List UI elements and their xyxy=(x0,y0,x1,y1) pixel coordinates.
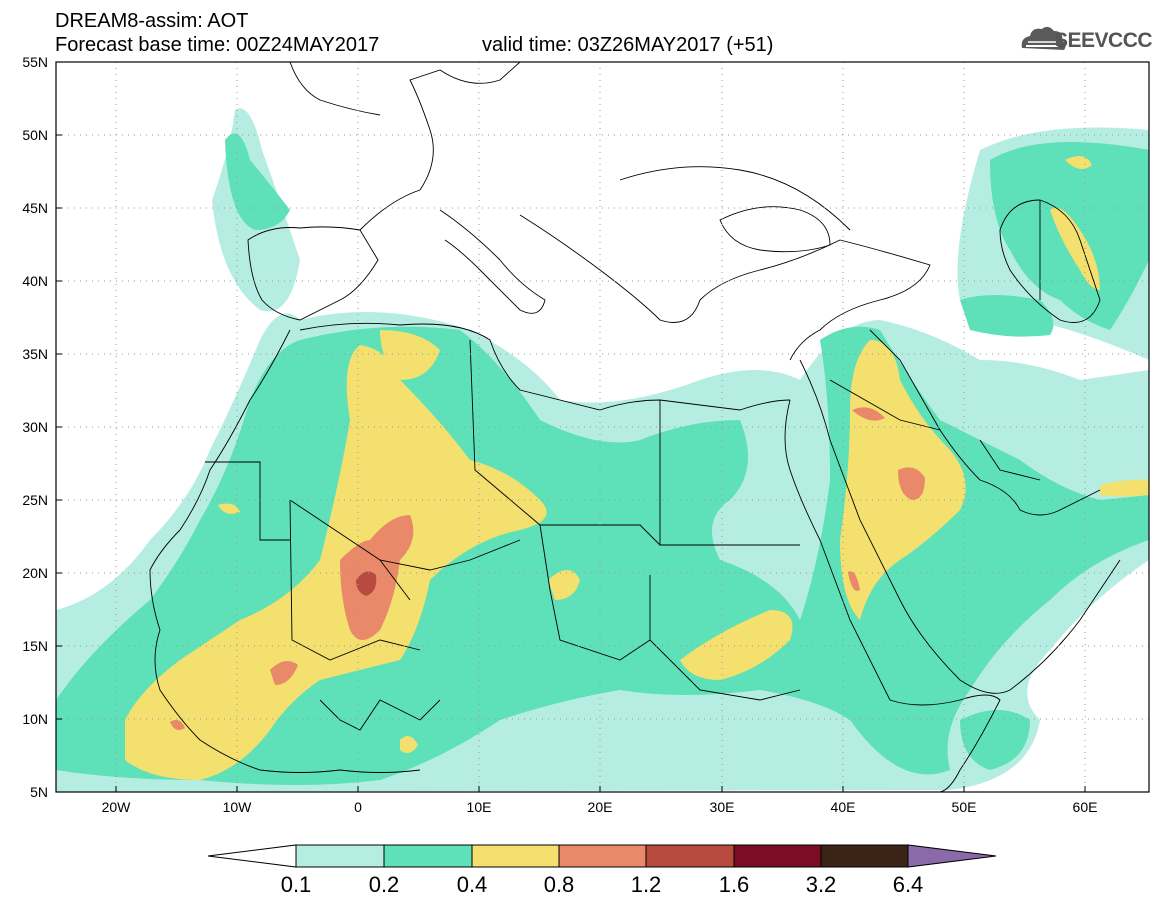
lon-label: 20W xyxy=(102,799,132,815)
colorbar-label: 3.2 xyxy=(806,872,837,897)
colorbar xyxy=(207,844,997,868)
colorbar-label: 6.4 xyxy=(893,872,924,897)
lon-label: 60E xyxy=(1073,799,1098,815)
colorbar-cell xyxy=(383,844,473,868)
cloud-icon xyxy=(1021,26,1066,50)
valid-time: valid time: 03Z26MAY2017 (+51) xyxy=(482,34,774,56)
colorbar-cell-under xyxy=(207,844,297,868)
lat-label: 5N xyxy=(30,784,48,800)
colorbar-labels: 0.1 0.2 0.4 0.8 1.2 1.6 3.2 6.4 xyxy=(281,872,924,897)
colorbar-label: 1.6 xyxy=(719,872,750,897)
lat-label: 50N xyxy=(22,127,48,143)
colorbar-cell xyxy=(820,844,909,868)
lon-label: 50E xyxy=(952,799,977,815)
colorbar-cell xyxy=(645,844,735,868)
colorbar-label: 0.2 xyxy=(369,872,400,897)
aot-field xyxy=(56,108,1149,792)
lat-label: 45N xyxy=(22,200,48,216)
colorbar-cell-over xyxy=(907,844,997,868)
forecast-base-time: Forecast base time: 00Z24MAY2017 xyxy=(55,34,380,56)
colorbar-label: 1.2 xyxy=(631,872,662,897)
map-title: DREAM8-assim: AOT xyxy=(55,10,249,32)
grid-lines xyxy=(56,62,1149,792)
lat-label: 10N xyxy=(22,711,48,727)
lon-label: 20E xyxy=(588,799,613,815)
logo-text: SEEVCCC xyxy=(1054,29,1153,52)
lat-label: 40N xyxy=(22,273,48,289)
lon-label: 40E xyxy=(831,799,856,815)
lon-ticks xyxy=(115,786,1086,792)
lat-label: 25N xyxy=(22,492,48,508)
aot-band-1.2 xyxy=(356,571,377,596)
colorbar-cell xyxy=(295,844,385,868)
lon-label: 10E xyxy=(467,799,492,815)
lat-label: 55N xyxy=(22,54,48,70)
lat-label: 15N xyxy=(22,638,48,654)
colorbar-cell xyxy=(471,844,560,868)
coastlines xyxy=(149,62,1121,792)
lon-label: 30E xyxy=(710,799,735,815)
colorbar-label: 0.4 xyxy=(457,872,488,897)
lat-label: 35N xyxy=(22,346,48,362)
lon-labels: 20W 10W 0 10E 20E 30E 40E 50E 60E xyxy=(102,799,1098,815)
lat-ticks xyxy=(56,61,62,793)
colorbar-cell xyxy=(558,844,647,868)
lat-label: 20N xyxy=(22,565,48,581)
colorbar-label: 0.8 xyxy=(544,872,575,897)
lat-label: 30N xyxy=(22,419,48,435)
lon-label: 0 xyxy=(354,799,362,815)
colorbar-cell xyxy=(733,844,822,868)
lat-labels: 5N 10N 15N 20N 25N 30N 35N 40N 45N 50N 5… xyxy=(22,54,48,800)
colorbar-label: 0.1 xyxy=(281,872,312,897)
lon-label: 10W xyxy=(223,799,253,815)
